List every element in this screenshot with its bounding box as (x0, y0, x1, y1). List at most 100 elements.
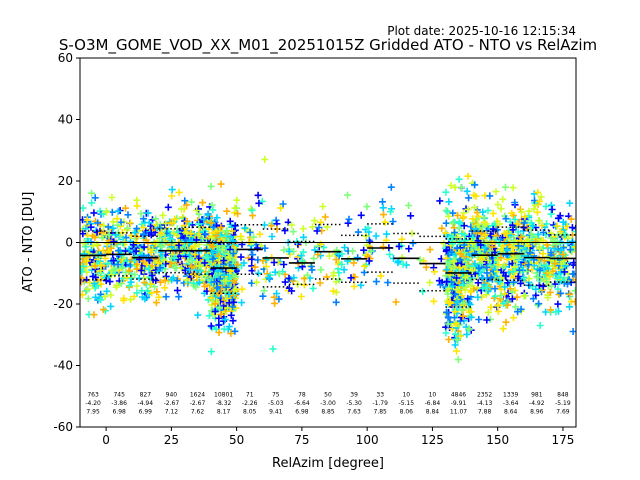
scatter-point (114, 261, 122, 269)
scatter-point (273, 290, 281, 297)
scatter-point (494, 268, 501, 275)
scatter-point (514, 228, 522, 236)
scatter-point (248, 267, 256, 275)
scatter-point (445, 336, 453, 343)
scatter-point (559, 251, 567, 259)
scatter-point (539, 229, 547, 236)
scatter-point (231, 222, 239, 230)
scatter-point (379, 198, 386, 206)
scatter-point (183, 276, 190, 284)
scatter-point (502, 183, 509, 191)
scatter-point (133, 289, 141, 297)
x-tick-label: 100 (356, 433, 379, 447)
scatter-point (486, 192, 494, 200)
bin-mean-label: -8.32 (216, 400, 232, 407)
scatter-point (261, 221, 268, 229)
scatter-point (569, 328, 576, 335)
plot-date: Plot date: 2025-10-16 12:15:34 (387, 24, 576, 38)
scatter-point (193, 207, 201, 214)
scatter-point (463, 187, 471, 195)
bin-count-label: 940 (166, 391, 178, 398)
bin-count-label: 848 (557, 391, 569, 398)
scatter-point (377, 272, 385, 280)
scatter-point (479, 208, 487, 216)
scatter-point (133, 225, 141, 233)
scatter-point (537, 193, 545, 201)
scatter-point (238, 285, 246, 293)
scatter-point (107, 302, 115, 310)
scatter-point (100, 306, 107, 314)
scatter-point (140, 230, 148, 238)
scatter-point (175, 293, 183, 301)
scatter-point (232, 304, 240, 312)
scatter-point (350, 283, 358, 290)
scatter-point (220, 257, 228, 264)
scatter-point (329, 287, 337, 295)
scatter-point (102, 277, 110, 285)
bin-std-label: 8.85 (321, 409, 335, 416)
scatter-point (489, 225, 497, 233)
scatter-point (426, 279, 434, 287)
scatter-point (392, 298, 400, 306)
scatter-point (465, 325, 473, 332)
scatter-point (100, 222, 108, 230)
scatter-point (238, 235, 245, 243)
scatter-point (460, 249, 468, 257)
scatter-point (288, 287, 296, 295)
scatter-point (109, 218, 117, 226)
scatter-point (531, 201, 539, 209)
scatter-point (207, 322, 215, 330)
scatter-point (451, 330, 459, 338)
scatter-point (445, 285, 453, 293)
scatter-point (444, 290, 452, 298)
scatter-point (372, 232, 380, 240)
scatter-point (242, 225, 250, 233)
bin-mean-label: -4.13 (477, 400, 493, 407)
scatter-point (131, 229, 139, 237)
scatter-point (443, 278, 451, 286)
scatter-point (501, 283, 509, 291)
scatter-point (539, 250, 547, 258)
scatter-point (426, 246, 434, 254)
scatter-point (453, 244, 461, 252)
scatter-point (103, 287, 111, 295)
scatter-point (484, 308, 492, 316)
scatter-point (257, 242, 265, 250)
scatter-point (453, 336, 461, 344)
scatter-point (530, 205, 538, 213)
scatter-point (106, 278, 114, 286)
scatter-point (447, 248, 455, 256)
scatter-point (455, 218, 463, 226)
scatter-point (482, 244, 489, 252)
scatter-point (544, 294, 552, 302)
scatter-point (474, 293, 482, 301)
scatter-point (254, 269, 262, 277)
scatter-point (147, 280, 155, 288)
scatter-point (517, 279, 525, 287)
scatter-point (453, 347, 460, 355)
scatter-point (195, 262, 203, 270)
scatter-point (222, 277, 230, 285)
scatter-point (416, 256, 424, 264)
scatter-point (497, 205, 505, 213)
scatter-point (231, 286, 239, 294)
scatter-point (362, 232, 370, 240)
scatter-point (89, 242, 97, 250)
scatter-point (248, 279, 256, 287)
scatter-point (288, 221, 296, 229)
scatter-point (253, 278, 260, 286)
scatter-point (241, 224, 249, 232)
scatter-point (525, 242, 532, 250)
bin-count-label: 78 (298, 391, 306, 398)
scatter-point (234, 210, 242, 218)
bin-mean-label: -5.19 (555, 400, 571, 407)
scatter-point (210, 278, 218, 286)
scatter-point (562, 231, 570, 239)
scatter-point (569, 270, 576, 278)
scatter-point (300, 233, 307, 241)
scatter-point (468, 267, 476, 275)
scatter-point (279, 200, 287, 208)
scatter-point (309, 284, 317, 292)
scatter-point (534, 273, 542, 281)
x-tick-label: 75 (294, 433, 309, 447)
